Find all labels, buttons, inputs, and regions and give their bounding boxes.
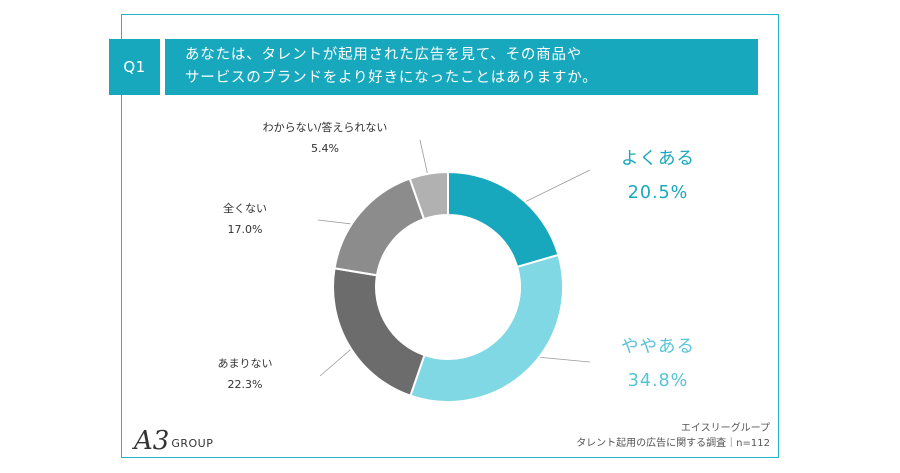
label-yoku-aru-name: よくある [621,149,695,169]
donut-slices [332,170,564,403]
label-amari-nai-name: あまりない [217,357,273,370]
logo-mark: A3 [134,426,170,456]
slice-mattaku-nai [333,177,426,277]
question-text: あなたは、タレントが起用された広告を見て、その商品や サービスのブランドをより好… [165,39,758,95]
label-mattaku-nai-name: 全くない [223,202,267,215]
slice-yaya-aru [409,253,564,403]
label-mattaku-nai: 全くない 17.0% [195,198,295,240]
slice-wakaranai [408,170,449,221]
card-frame [121,14,779,458]
label-wakaranai-name: わからない/答えられない [262,121,388,134]
question-line-1: あなたは、タレントが起用された広告を見て、その商品や [185,47,583,63]
label-wakaranai-value: 5.4% [311,142,339,155]
a3-group-logo: A3 GROUP [134,420,213,454]
label-wakaranai: わからない/答えられない 5.4% [245,117,405,159]
label-amari-nai-value: 22.3% [227,378,263,391]
source-note: エイスリーグループ タレント起用の広告に関する調査｜n=112 [576,421,770,451]
logo-group-text: GROUP [171,437,214,450]
slice-yoku-aru [447,170,560,269]
source-company: エイスリーグループ [680,423,770,434]
label-yaya-aru: ややある 34.8% [598,330,718,398]
label-amari-nai: あまりない 22.3% [195,353,295,395]
slice-amari-nai [332,267,426,397]
label-yoku-aru-value: 20.5% [627,183,689,203]
source-survey: タレント起用の広告に関する調査｜n=112 [576,438,770,449]
label-yaya-aru-value: 34.8% [627,371,689,391]
label-yoku-aru: よくある 20.5% [598,142,718,210]
label-yaya-aru-name: ややある [621,337,695,357]
question-number-badge: Q1 [109,39,160,95]
question-line-2: サービスのブランドをより好きになったことはありますか。 [185,70,598,86]
label-mattaku-nai-value: 17.0% [227,223,263,236]
